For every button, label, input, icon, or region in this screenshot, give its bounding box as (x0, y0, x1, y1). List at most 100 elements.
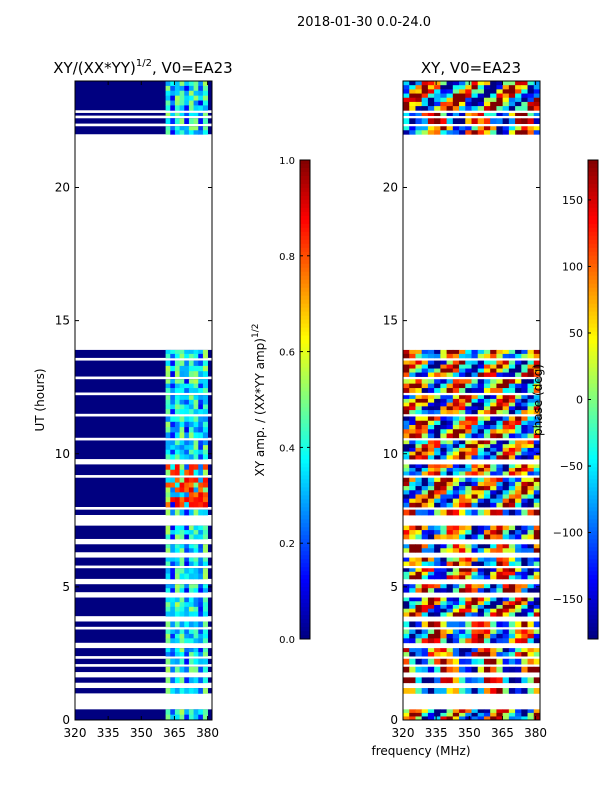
phase-cell (409, 101, 416, 107)
phase-cell (409, 604, 416, 610)
phase-cell (490, 601, 497, 606)
phase-cell (446, 130, 454, 135)
phase-cell (465, 372, 472, 377)
phase-cell (452, 353, 460, 359)
right-ytick-label: 0 (390, 713, 398, 727)
phase-cell (440, 633, 447, 639)
phase-cell (409, 652, 416, 657)
phase-cell (409, 621, 416, 628)
phase-cell (427, 106, 435, 111)
colorbar-segment (300, 287, 310, 293)
phase-cell (490, 410, 497, 415)
phase-cell (502, 112, 510, 117)
phase-cell (415, 383, 423, 389)
phase-cell (446, 379, 454, 385)
phase-cell (515, 112, 522, 117)
phase-cell (427, 575, 435, 580)
phase-cell (490, 364, 497, 369)
amp-cell (184, 440, 190, 446)
phase-cell (427, 444, 435, 449)
colorbar-segment (588, 323, 598, 329)
amp-cell (188, 658, 194, 665)
colorbar-segment (588, 527, 598, 532)
phase-cell (496, 530, 504, 535)
colorbar-segment (588, 627, 598, 632)
phase-cell (434, 130, 441, 135)
phase-cell (403, 688, 410, 694)
phase-cell (434, 429, 441, 434)
phase-cell (508, 81, 516, 86)
phase-cell (452, 130, 460, 135)
phase-cell (471, 126, 479, 131)
phase-cell (515, 416, 522, 422)
amp-cell (179, 544, 185, 549)
cbar2-tick-label: 0 (576, 394, 583, 407)
phase-cell (409, 402, 416, 407)
phase-cell (533, 410, 541, 415)
phase-cell (427, 416, 435, 422)
amp-cell (193, 360, 199, 367)
phase-cell (440, 666, 447, 673)
amp-cell (174, 677, 180, 684)
phase-cell (465, 709, 472, 714)
phase-cell (533, 638, 541, 644)
phase-cell (403, 364, 410, 369)
phase-cell (446, 364, 454, 369)
phase-cell (465, 106, 472, 111)
amp-cell (174, 388, 180, 393)
amp-cell (165, 568, 171, 574)
amp-cell (165, 379, 171, 385)
phase-cell (440, 395, 447, 400)
phase-cell (490, 444, 497, 449)
amp-cell (179, 621, 185, 628)
phase-cell (403, 712, 410, 717)
amp-cell (165, 487, 171, 493)
phase-cell (434, 383, 441, 389)
phase-cell (465, 349, 472, 355)
colorbar-segment (588, 315, 598, 321)
phase-cell (508, 638, 516, 644)
phase-cell (490, 388, 497, 393)
colorbar-segment (588, 303, 598, 309)
phase-cell (434, 353, 441, 359)
phase-cell (496, 490, 504, 495)
phase-cell (483, 106, 491, 111)
amp-cell (202, 652, 208, 657)
phase-cell (415, 509, 423, 516)
phase-cell (490, 353, 497, 359)
colorbar-segment (300, 319, 310, 325)
phase-cell (403, 471, 410, 476)
colorbar-segment (588, 407, 598, 412)
phase-cell (477, 666, 485, 673)
amp-cell (170, 677, 176, 684)
phase-cell (502, 658, 510, 665)
amp-cell (193, 658, 199, 665)
phase-cell (446, 534, 454, 540)
colorbar-segment (588, 611, 598, 616)
phase-cell (434, 648, 441, 653)
amp-cell (165, 118, 171, 124)
phase-cell (521, 126, 528, 131)
amp-cell (184, 399, 190, 405)
phase-cell (496, 93, 504, 99)
phase-cell (483, 481, 491, 487)
phase-cell (421, 604, 429, 610)
phase-cell (459, 420, 466, 426)
phase-cell (421, 349, 429, 355)
amp-cell (184, 588, 190, 593)
amp-cell (202, 81, 208, 87)
amp-cell (188, 427, 194, 433)
phase-cell (409, 440, 416, 445)
phase-cell (440, 621, 447, 628)
phase-cell (533, 588, 541, 593)
amp-cell (202, 597, 208, 603)
phase-cell (409, 89, 416, 94)
amp-cell (170, 709, 176, 716)
colorbar-segment (588, 551, 598, 556)
amp-cell (170, 464, 176, 471)
amp-cell (202, 497, 208, 503)
phase-cell (459, 471, 466, 476)
phase-cell (515, 584, 522, 589)
amp-cell (165, 602, 171, 608)
phase-cell (471, 93, 479, 99)
